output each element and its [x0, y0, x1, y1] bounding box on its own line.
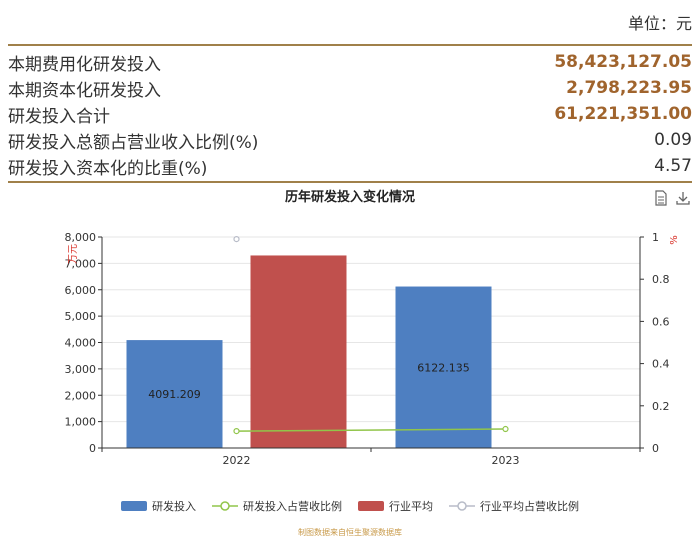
rd-investment-table: 本期费用化研发投入 58,423,127.05 本期资本化研发投入 2,798,…	[8, 49, 692, 179]
data-source-note: 制图数据来自恒生聚源数据库	[298, 528, 402, 537]
y-left-tick-label: 1,000	[65, 416, 97, 429]
table-row: 研发投入资本化的比重(%) 4.57	[8, 153, 692, 179]
table-row: 研发投入总额占营业收入比例(%) 0.09	[8, 127, 692, 153]
y-right-tick-label: 0.6	[652, 315, 670, 328]
y-left-tick-label: 6,000	[65, 284, 97, 297]
series-line	[236, 428, 506, 432]
row-label: 研发投入资本化的比重(%)	[8, 158, 208, 179]
y-left-tick-label: 5,000	[65, 310, 97, 323]
y-left-tick-label: 2,000	[65, 389, 97, 402]
legend-item[interactable]: 研发投入占营收比例	[212, 498, 342, 514]
row-label: 本期费用化研发投入	[8, 54, 161, 75]
bar	[395, 286, 492, 448]
download-icon[interactable]	[676, 190, 690, 206]
bottom-rule	[8, 181, 692, 183]
y-right-tick-label: 0.8	[652, 273, 670, 286]
row-value: 2,798,223.95	[566, 78, 692, 98]
table-row: 本期费用化研发投入 58,423,127.05	[8, 49, 692, 75]
line-point	[233, 428, 240, 435]
bar	[126, 340, 223, 448]
x-tick-label: 2023	[492, 454, 520, 467]
legend-label: 行业平均占营收比例	[480, 500, 579, 513]
row-label: 研发投入合计	[8, 106, 110, 127]
top-rule	[8, 44, 692, 46]
row-label: 研发投入总额占营业收入比例(%)	[8, 132, 259, 153]
y-left-tick-label: 3,000	[65, 363, 97, 376]
y-right-tick-label: 0	[652, 442, 659, 455]
y-right-tick-label: 0.2	[652, 400, 670, 413]
row-label: 本期资本化研发投入	[8, 80, 161, 101]
table-row: 研发投入合计 61,221,351.00	[8, 101, 692, 127]
legend-label: 行业平均	[389, 500, 433, 513]
bar-data-label: 6122.135	[417, 361, 470, 374]
row-value: 58,423,127.05	[554, 52, 692, 72]
line-point	[233, 236, 240, 243]
document-icon[interactable]	[654, 190, 668, 206]
legend-swatch-line-grey	[449, 501, 475, 511]
row-value: 0.09	[654, 130, 692, 150]
bar-data-label: 4091.209	[148, 388, 201, 401]
y-left-tick-label: 8,000	[65, 231, 97, 244]
unit-label: 单位：元	[627, 14, 692, 33]
y-left-tick-label: 0	[89, 442, 96, 455]
legend-swatch-bar-blue	[121, 501, 147, 511]
legend-label: 研发投入占营收比例	[243, 500, 342, 513]
x-tick-label: 2022	[223, 454, 251, 467]
y-left-axis-label: 万元	[68, 244, 79, 264]
legend-swatch-line-green	[212, 501, 238, 511]
y-left-tick-label: 4,000	[65, 337, 97, 350]
legend-item[interactable]: 研发投入	[121, 498, 196, 514]
legend-item[interactable]: 行业平均	[358, 498, 433, 514]
chart-legend: 研发投入 研发投入占营收比例 行业平均 行业平均占营收比例	[0, 498, 700, 514]
legend-item[interactable]: 行业平均占营收比例	[449, 498, 579, 514]
row-value: 61,221,351.00	[554, 104, 692, 124]
table-row: 本期资本化研发投入 2,798,223.95	[8, 75, 692, 101]
legend-swatch-bar-red	[358, 501, 384, 511]
y-left-tick-label: 7,000	[65, 257, 97, 270]
row-value: 4.57	[654, 156, 692, 176]
legend-label: 研发投入	[152, 500, 196, 513]
y-right-tick-label: 0.4	[652, 358, 670, 371]
y-right-axis-label: %	[669, 235, 680, 245]
chart-title: 历年研发投入变化情况	[284, 190, 415, 205]
line-point	[502, 425, 509, 433]
bar	[250, 255, 347, 448]
y-right-tick-label: 1	[652, 231, 659, 244]
